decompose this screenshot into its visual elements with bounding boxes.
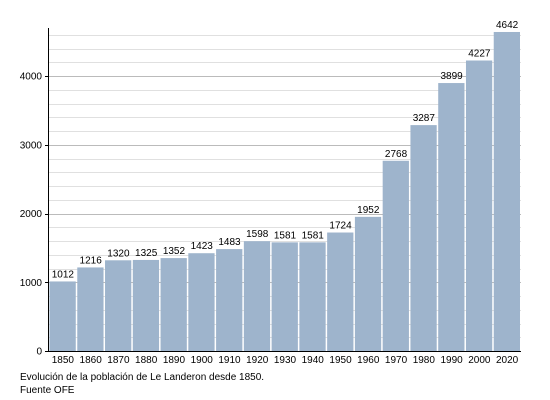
- value-label-1890: 1352: [163, 246, 186, 257]
- x-tick-label-1910: 1910: [218, 355, 241, 366]
- bars: [49, 31, 520, 352]
- bar-1860: [77, 267, 104, 351]
- value-label-2000: 4227: [468, 49, 491, 60]
- bar-1990: [438, 83, 465, 351]
- x-tick-label-1900: 1900: [191, 355, 214, 366]
- y-tick-labels: 0 1000 2000 3000 4000: [20, 72, 49, 358]
- value-label-1940: 1581: [302, 230, 325, 241]
- value-label-1930: 1581: [274, 230, 297, 241]
- value-label-2020: 4642: [496, 20, 519, 31]
- value-label-1910: 1483: [218, 237, 241, 248]
- value-label-1850: 1012: [52, 269, 75, 280]
- axes: [48, 28, 521, 352]
- x-tick-label-1980: 1980: [413, 355, 436, 366]
- bar-1870: [105, 260, 132, 351]
- value-label-1860: 1216: [80, 255, 103, 266]
- bar-1960: [354, 216, 382, 351]
- x-tick-label-1920: 1920: [246, 355, 269, 366]
- x-tick-labels: 1850 1860 1870 1880 1890 1900 1910 1920 1930 1940…: [52, 355, 519, 366]
- value-label-1960: 1952: [357, 205, 380, 216]
- bar-1970: [382, 160, 409, 351]
- x-tick-label-1990: 1990: [440, 355, 463, 366]
- value-label-1870: 1320: [107, 248, 130, 259]
- x-tick-label-1950: 1950: [329, 355, 352, 366]
- bar-2000: [465, 60, 493, 352]
- x-tick-label-2020: 2020: [496, 355, 519, 366]
- bar-1950: [327, 232, 354, 351]
- x-tick-label-1890: 1890: [163, 355, 186, 366]
- bar-1980: [410, 125, 437, 351]
- chart-source: Fuente OFE: [20, 385, 75, 396]
- y-tick-label-0: 0: [36, 347, 42, 358]
- chart-caption: Evolución de la población de Le Landeron…: [20, 372, 265, 383]
- y-tick-label-4000: 4000: [20, 72, 43, 83]
- x-tick-label-1870: 1870: [107, 355, 130, 366]
- bar-1880: [132, 259, 160, 351]
- bar-1930: [271, 242, 298, 351]
- x-tick-label-1880: 1880: [135, 355, 158, 366]
- y-tick-label-3000: 3000: [20, 140, 43, 151]
- value-label-1900: 1423: [191, 241, 214, 252]
- x-tick-label-1940: 1940: [302, 355, 325, 366]
- bar-2020: [493, 31, 520, 351]
- bar-1940: [299, 242, 326, 351]
- value-label-1990: 3899: [440, 71, 463, 82]
- bar-1850: [49, 281, 76, 351]
- bar-1900: [188, 253, 215, 351]
- x-tick-label-2000: 2000: [468, 355, 491, 366]
- bar-1920: [243, 241, 271, 351]
- y-tick-label-1000: 1000: [20, 278, 43, 289]
- bar-1910: [216, 249, 243, 351]
- value-label-1920: 1598: [246, 229, 269, 240]
- value-label-1880: 1325: [135, 248, 158, 259]
- y-tick-label-2000: 2000: [20, 209, 43, 220]
- x-tick-label-1960: 1960: [357, 355, 380, 366]
- bar-1890: [160, 258, 187, 351]
- value-label-1980: 3287: [413, 113, 436, 124]
- x-tick-label-1930: 1930: [274, 355, 297, 366]
- x-tick-label-1860: 1860: [80, 355, 103, 366]
- value-label-1970: 2768: [385, 149, 408, 160]
- x-tick-label-1850: 1850: [52, 355, 75, 366]
- value-labels: 1012 1216 1320 1325 1352 1423 1483 1598 1581 1581…: [52, 20, 519, 280]
- value-label-1950: 1724: [329, 221, 352, 232]
- x-tick-label-1970: 1970: [385, 355, 408, 366]
